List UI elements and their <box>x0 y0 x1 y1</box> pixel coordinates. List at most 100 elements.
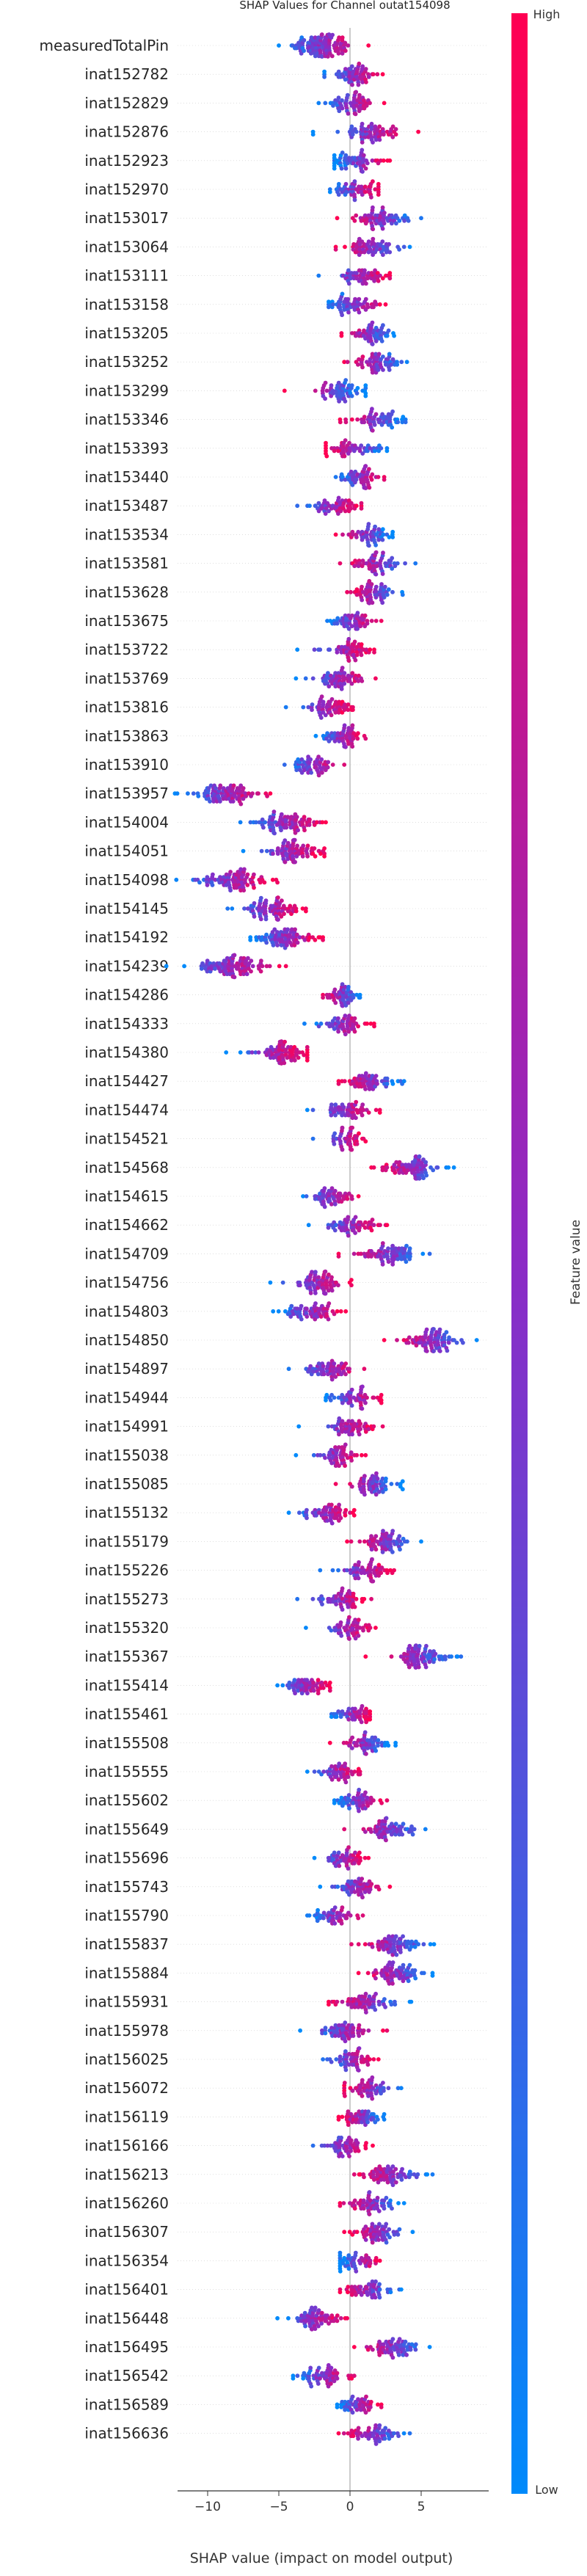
shap-point <box>238 867 243 872</box>
shap-point <box>343 509 348 514</box>
shap-point <box>333 1102 338 1107</box>
shap-point <box>258 917 263 922</box>
shap-point <box>373 1748 379 1753</box>
shap-point <box>384 592 390 597</box>
shap-point <box>399 360 404 365</box>
shap-point <box>362 1596 367 1601</box>
shap-point <box>299 1317 304 1322</box>
shap-point <box>435 1165 440 1170</box>
shap-point <box>296 851 302 856</box>
shap-point <box>382 2111 387 2117</box>
shap-point <box>379 132 383 137</box>
shap-point <box>232 975 237 980</box>
shap-point <box>419 1539 423 1544</box>
shap-point <box>336 1029 340 1034</box>
shap-point <box>363 1400 368 1405</box>
shap-point <box>285 856 291 862</box>
shap-point <box>320 1602 324 1607</box>
shap-point <box>356 2068 361 2073</box>
shap-point <box>406 218 411 223</box>
shap-point <box>382 584 387 589</box>
shap-point <box>338 1516 343 1521</box>
shap-point <box>366 2028 371 2033</box>
shap-point <box>387 241 391 247</box>
shap-point <box>354 503 359 509</box>
shap-point <box>402 218 406 223</box>
shap-point <box>336 1283 340 1288</box>
shap-point <box>371 2143 375 2148</box>
shap-point <box>293 830 298 835</box>
shap-point <box>370 2240 375 2245</box>
shap-point <box>327 647 332 652</box>
shap-point <box>337 1432 341 1437</box>
shap-point <box>262 880 267 885</box>
shap-point <box>416 129 420 134</box>
shap-point <box>361 1628 365 1633</box>
shap-point <box>330 763 335 767</box>
shap-point <box>321 1372 327 1377</box>
shap-point <box>351 2172 357 2177</box>
shap-point <box>241 848 246 854</box>
shap-point <box>395 561 400 566</box>
shap-point <box>362 241 367 247</box>
shap-point <box>218 799 222 804</box>
shap-point <box>346 1866 351 1871</box>
shap-point <box>360 140 365 145</box>
shap-point <box>316 273 321 278</box>
shap-point <box>340 2154 345 2158</box>
shap-point <box>328 995 332 1000</box>
shap-point <box>342 681 347 686</box>
shap-point <box>322 74 327 79</box>
shap-point <box>369 1882 374 1887</box>
shap-point <box>386 1259 391 1265</box>
shap-point <box>363 393 368 399</box>
shap-point <box>365 2062 371 2067</box>
shap-point <box>311 1688 316 1693</box>
shap-point <box>362 613 368 618</box>
shap-point <box>382 1338 387 1342</box>
shap-point <box>260 964 265 969</box>
shap-point <box>336 495 341 501</box>
shap-point <box>329 713 334 718</box>
shap-point <box>360 192 365 197</box>
shap-point <box>217 961 222 966</box>
shap-point <box>364 103 369 108</box>
shap-point <box>381 323 385 328</box>
shap-point <box>323 1455 327 1460</box>
shap-point <box>342 2230 347 2235</box>
shap-point <box>339 650 344 655</box>
feature-label: inat156307 <box>84 2223 169 2241</box>
shap-point <box>307 823 312 827</box>
feature-label: inat154662 <box>84 1216 169 1234</box>
shap-point <box>327 1301 332 1306</box>
shap-point <box>346 268 351 273</box>
shap-point <box>250 964 255 969</box>
feature-label: inat153111 <box>84 267 169 285</box>
shap-point <box>346 658 351 663</box>
shap-point <box>355 626 360 631</box>
shap-point <box>407 1962 412 1968</box>
shap-point <box>445 1348 450 1353</box>
shap-point <box>322 1186 327 1191</box>
shap-point <box>338 1507 343 1513</box>
shap-point <box>371 1395 376 1400</box>
shap-point <box>351 241 356 247</box>
shap-point <box>263 898 269 903</box>
shap-point <box>400 420 405 425</box>
shap-point <box>384 2028 390 2033</box>
feature-label: inat156495 <box>84 2338 169 2356</box>
shap-point <box>403 420 408 425</box>
shap-point <box>395 1338 399 1342</box>
shap-point <box>380 72 385 77</box>
shap-point <box>260 817 265 822</box>
shap-point <box>345 1539 349 1544</box>
shap-point <box>328 1398 333 1402</box>
shap-point <box>381 158 386 163</box>
shap-point <box>327 509 331 514</box>
shap-point <box>288 903 293 909</box>
shap-point <box>349 501 354 506</box>
feature-label: inat153252 <box>84 353 169 371</box>
shap-point <box>294 768 299 773</box>
shap-point <box>254 820 258 825</box>
